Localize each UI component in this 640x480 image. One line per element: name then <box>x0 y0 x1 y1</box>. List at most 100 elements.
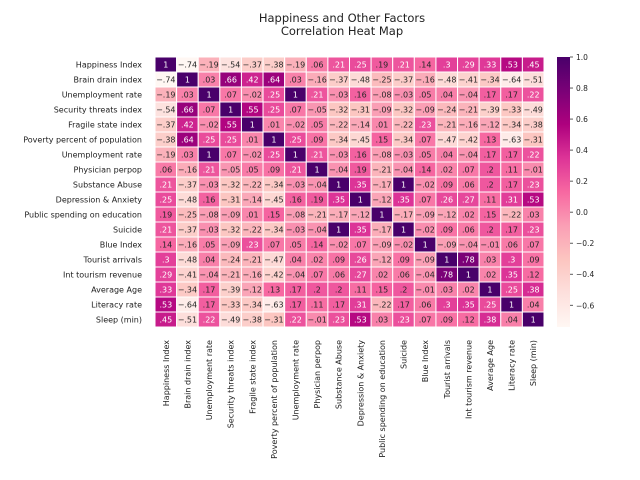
cell-value-label: .25 <box>267 106 280 115</box>
cell-value-label: .03 <box>527 211 540 220</box>
cell-value-label: .26 <box>440 196 453 205</box>
cell-value-label: −.34 <box>329 136 348 145</box>
cell-value-label: .05 <box>289 241 302 250</box>
cell-value-label: −.25 <box>178 211 197 220</box>
cell-value-label: .03 <box>484 256 497 265</box>
cell-value-label: .09 <box>527 256 540 265</box>
row-label: Tourist arrivals <box>83 256 142 265</box>
cell-value-label: −.64 <box>502 76 521 85</box>
cell-value-label: .42 <box>181 121 194 130</box>
row-label: Suicide <box>113 226 142 235</box>
cell-value-label: −.16 <box>307 76 326 85</box>
cell-value-label: −.22 <box>372 301 391 310</box>
row-label: Average Age <box>91 286 142 295</box>
cell-value-label: −.74 <box>178 61 197 70</box>
column-label: Brain drain index <box>183 340 192 409</box>
cell-value-label: .03 <box>440 286 453 295</box>
cell-value-label: −.19 <box>199 61 218 70</box>
cell-value-label: −.19 <box>156 91 175 100</box>
cell-value-label: −.22 <box>243 226 262 235</box>
cell-value-label: −.34 <box>264 181 283 190</box>
cell-value-label: −.01 <box>523 166 542 175</box>
colorbar-tick-label: 0.6 <box>576 115 588 124</box>
cell-value-label: .17 <box>505 181 518 190</box>
row-labels: Happiness Index Brain drain index Unemploy… <box>23 61 142 325</box>
cell-value-label: .55 <box>246 106 259 115</box>
cell-value-label: .25 <box>267 151 280 160</box>
cell-value-label: .09 <box>440 316 453 325</box>
cell-value-label: .07 <box>462 166 475 175</box>
cell-value-label: .07 <box>527 241 540 250</box>
cell-value-label: −.31 <box>264 316 283 325</box>
cell-value-label: .17 <box>289 301 302 310</box>
row-label: Poverty percent of population <box>23 136 142 145</box>
cell-value-label: .25 <box>267 91 280 100</box>
cell-value-label: .53 <box>527 196 540 205</box>
cell-value-label: −.17 <box>372 226 391 235</box>
cell-value-label: 1 <box>250 121 255 130</box>
cell-value-label: .21 <box>289 166 302 175</box>
cell-value-label: −.08 <box>372 91 391 100</box>
cell-value-label: 1 <box>401 226 406 235</box>
column-label: Poverty percent of population <box>270 340 279 459</box>
cell-value-label: .66 <box>181 106 194 115</box>
colorbar: 1.0 0.8 0.6 0.4 0.2 0.0 −0.2 −0.4 −0.6 <box>557 53 594 327</box>
heatmap-cells: 1 −.74 −.19 −.54 −.37 −.38 −.19.06.21.25.19.21… <box>154 56 545 328</box>
cell-value-label: −.17 <box>394 211 413 220</box>
row-label: Literacy rate <box>91 301 142 310</box>
cell-value-label: −.08 <box>372 151 391 160</box>
cell-value-label: .3 <box>508 256 516 265</box>
cell-value-label: .23 <box>246 241 259 250</box>
cell-value-label: .07 <box>289 106 302 115</box>
cell-value-label: .04 <box>440 151 453 160</box>
cell-value-label: .31 <box>354 301 367 310</box>
column-label: Public spending on education <box>378 340 387 458</box>
cell-value-label: .07 <box>419 316 432 325</box>
column-label: Int tourism revenue <box>464 340 473 419</box>
cell-value-label: .22 <box>527 91 540 100</box>
row-label: Physician perpop <box>74 166 143 175</box>
cell-value-label: 1 <box>401 181 406 190</box>
cell-value-label: .07 <box>203 106 216 115</box>
cell-value-label: −.38 <box>523 121 542 130</box>
cell-value-label: .25 <box>484 301 497 310</box>
colorbar-tick-label: 0.8 <box>576 84 588 93</box>
cell-value-label: .03 <box>376 316 389 325</box>
cell-value-label: −.63 <box>264 301 283 310</box>
cell-value-label: .35 <box>462 301 475 310</box>
cell-value-label: −.37 <box>329 76 348 85</box>
cell-value-label: .04 <box>527 301 540 310</box>
cell-value-label: .05 <box>246 166 259 175</box>
cell-value-label: −.41 <box>459 76 478 85</box>
cell-value-label: .33 <box>159 286 172 295</box>
cell-value-label: .16 <box>289 196 302 205</box>
cell-value-label: −.04 <box>459 151 478 160</box>
cell-value-label: .02 <box>462 286 475 295</box>
chart-subtitle: Correlation Heat Map <box>281 24 403 38</box>
cell-value-label: .2 <box>486 226 494 235</box>
cell-value-label: −.34 <box>394 136 413 145</box>
cell-value-label: .01 <box>246 136 259 145</box>
cell-value-label: −.03 <box>394 91 413 100</box>
cell-value-label: 1 <box>163 61 168 70</box>
heatmap-cell <box>521 311 545 328</box>
cell-value-label: .29 <box>159 271 172 280</box>
cell-value-label: −.32 <box>221 181 240 190</box>
cell-value-label: .35 <box>354 226 367 235</box>
cell-value-label: −.48 <box>178 196 197 205</box>
cell-value-label: 1 <box>509 301 514 310</box>
cell-value-label: −.05 <box>221 166 240 175</box>
cell-value-label: −.02 <box>199 121 218 130</box>
cell-value-label: −.01 <box>307 316 326 325</box>
cell-value-label: −.03 <box>199 226 218 235</box>
cell-value-label: −.09 <box>415 211 434 220</box>
colorbar-tick-label: 1.0 <box>576 53 588 62</box>
cell-value-label: .38 <box>527 286 540 295</box>
cell-value-label: −.37 <box>243 61 262 70</box>
cell-value-label: .25 <box>505 286 518 295</box>
cell-value-label: .35 <box>354 181 367 190</box>
cell-value-label: .21 <box>311 151 324 160</box>
cell-value-label: 1 <box>228 106 233 115</box>
cell-value-label: −.45 <box>264 196 283 205</box>
